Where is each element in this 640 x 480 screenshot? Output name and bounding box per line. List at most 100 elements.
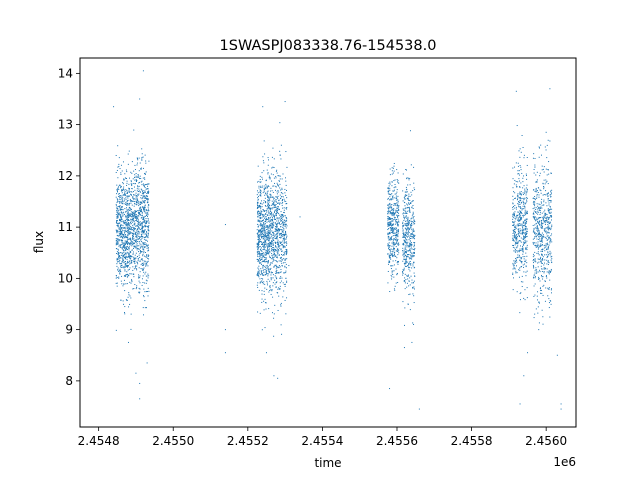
data-point [142, 248, 144, 250]
data-point [139, 271, 141, 273]
data-point [120, 217, 122, 219]
data-point [128, 150, 130, 152]
data-point [547, 200, 549, 202]
data-point [393, 170, 395, 172]
data-point [283, 237, 285, 239]
data-point [534, 199, 536, 201]
data-point [546, 227, 548, 229]
data-point [269, 285, 271, 287]
data-point [411, 279, 413, 281]
data-point [131, 241, 133, 243]
data-point [124, 270, 126, 272]
data-point [533, 243, 535, 245]
data-point [548, 232, 550, 234]
data-point [121, 207, 123, 209]
data-point [122, 220, 124, 222]
data-point [122, 161, 124, 163]
data-point [143, 184, 145, 186]
data-point [266, 211, 268, 213]
data-point [519, 230, 521, 232]
data-point [388, 228, 390, 230]
data-point [262, 228, 264, 230]
data-point [407, 303, 409, 305]
data-point [115, 222, 117, 224]
data-point [263, 140, 265, 142]
data-point [406, 188, 408, 190]
data-point [389, 222, 391, 224]
data-point [260, 241, 262, 243]
data-point [265, 254, 267, 256]
data-point [118, 186, 120, 188]
data-point [523, 232, 525, 234]
data-point [143, 232, 145, 234]
data-point [277, 266, 279, 268]
data-point [121, 247, 123, 249]
data-point [543, 272, 545, 274]
data-point [516, 186, 518, 188]
data-point [550, 172, 552, 174]
data-point [412, 322, 414, 324]
data-point [408, 195, 410, 197]
data-point [517, 231, 519, 233]
data-point [131, 161, 133, 163]
data-point [128, 209, 130, 211]
data-point [257, 213, 259, 215]
data-point [522, 181, 524, 183]
data-point [270, 256, 272, 258]
data-point [285, 219, 287, 221]
data-point [129, 208, 131, 210]
data-point [390, 218, 392, 220]
data-point [129, 228, 131, 230]
data-point [115, 229, 117, 231]
data-point [512, 244, 514, 246]
data-point [281, 215, 283, 217]
data-point [395, 228, 397, 230]
data-point [285, 251, 287, 253]
data-point [259, 238, 261, 240]
data-point [534, 190, 536, 192]
data-point [279, 214, 281, 216]
data-point [535, 181, 537, 183]
data-point [272, 260, 274, 262]
data-point [535, 308, 537, 310]
data-point [395, 203, 397, 205]
data-point [512, 215, 514, 217]
data-point [138, 276, 140, 278]
data-point [545, 212, 547, 214]
data-point [516, 215, 518, 217]
data-point [261, 224, 263, 226]
data-point [514, 220, 516, 222]
data-point [392, 198, 394, 200]
data-point [270, 233, 272, 235]
data-point [402, 212, 404, 214]
data-point [125, 273, 127, 275]
data-point [126, 192, 128, 194]
data-point [406, 231, 408, 233]
data-point [277, 377, 279, 379]
data-point [127, 227, 129, 229]
data-point [537, 213, 539, 215]
data-point [274, 304, 276, 306]
data-point [122, 237, 124, 239]
data-point [271, 156, 273, 158]
data-point [119, 209, 121, 211]
data-point [119, 233, 121, 235]
data-point [284, 283, 286, 285]
data-point [268, 234, 270, 236]
data-point [142, 218, 144, 220]
data-point [540, 261, 542, 263]
data-point [534, 294, 536, 296]
data-point [120, 257, 122, 259]
data-point [277, 244, 279, 246]
data-point [285, 253, 287, 255]
data-point [526, 199, 528, 201]
data-point [411, 201, 413, 203]
data-point [279, 266, 281, 268]
data-point [541, 234, 543, 236]
data-point [560, 408, 562, 410]
data-point [542, 236, 544, 238]
data-point [390, 239, 392, 241]
data-point [139, 275, 141, 277]
data-point [260, 257, 262, 259]
data-point [265, 231, 267, 233]
